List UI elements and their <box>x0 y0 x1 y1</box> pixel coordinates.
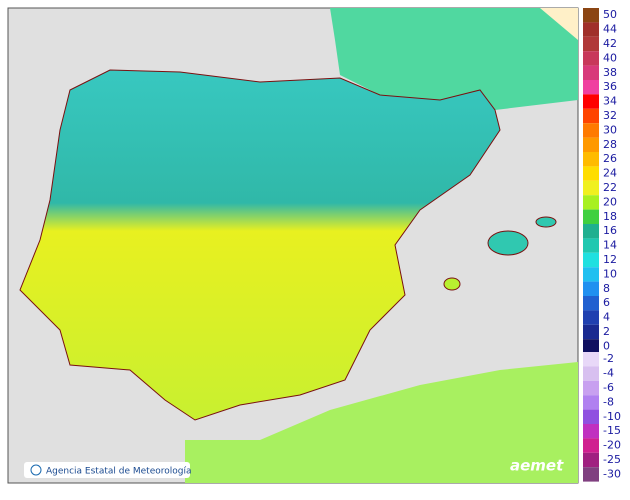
legend-label: 30 <box>603 123 617 136</box>
legend-label: 36 <box>603 80 617 93</box>
legend-swatch <box>583 94 599 109</box>
legend-label: 22 <box>603 181 617 194</box>
legend-swatch <box>583 65 599 80</box>
legend-swatch <box>583 324 599 340</box>
legend-label: 12 <box>603 253 617 266</box>
legend-swatch <box>583 36 599 52</box>
legend-label: 20 <box>603 195 617 208</box>
legend-label: -4 <box>603 367 614 380</box>
legend-swatch <box>583 123 599 138</box>
legend-swatch <box>583 224 599 239</box>
legend-label: -30 <box>603 467 621 480</box>
legend-label: 16 <box>603 224 617 237</box>
legend-label: 34 <box>603 95 617 108</box>
legend-swatch <box>583 452 599 468</box>
legend-swatch <box>583 267 599 282</box>
legend-swatch <box>583 252 599 268</box>
legend-label: 50 <box>603 8 617 21</box>
legend-label: 8 <box>603 282 610 295</box>
legend-label: 6 <box>603 296 610 309</box>
legend-label: 24 <box>603 167 617 180</box>
credit: Agencia Estatal de Meteorología <box>46 467 192 477</box>
legend-label: 32 <box>603 109 617 122</box>
france-corner <box>540 8 578 40</box>
balearics <box>443 216 557 291</box>
legend-swatch <box>583 166 599 181</box>
legend-label: 40 <box>603 51 617 64</box>
legend-label: 10 <box>603 267 617 280</box>
legend-swatch <box>583 137 599 152</box>
legend-swatch <box>583 467 599 482</box>
legend-swatch <box>583 352 599 367</box>
legend-label: 38 <box>603 66 617 79</box>
france <box>330 8 578 110</box>
legend-label: -20 <box>603 439 621 452</box>
legend-swatch <box>583 209 599 224</box>
legend-swatch <box>583 152 599 167</box>
legend-swatch <box>583 296 599 311</box>
legend-swatch <box>583 380 599 396</box>
legend-swatch <box>583 80 599 95</box>
legend-swatch <box>583 195 599 210</box>
legend-label: 0 <box>603 339 610 352</box>
iberia <box>19 69 501 421</box>
legend-swatch <box>583 238 599 253</box>
africa <box>185 362 578 483</box>
credit-box <box>24 462 190 478</box>
legend-swatch <box>583 395 599 410</box>
legend-label: -25 <box>603 453 621 466</box>
legend-label: 18 <box>603 210 617 223</box>
legend-swatch <box>583 281 599 296</box>
legend-label: -8 <box>603 395 614 408</box>
legend-swatch <box>583 409 599 424</box>
legend-swatch <box>583 51 599 66</box>
legend-swatch <box>583 8 599 23</box>
legend-swatch <box>583 180 599 196</box>
legend-swatch <box>583 366 599 381</box>
legend-label: -10 <box>603 410 621 423</box>
legend-label: 14 <box>603 239 617 252</box>
copyright-icon <box>30 464 42 476</box>
legend-swatch <box>583 339 599 354</box>
legend-label: 42 <box>603 37 617 50</box>
legend-label: 28 <box>603 138 617 151</box>
logo: aemet <box>510 457 564 475</box>
legend-label: 4 <box>603 311 610 324</box>
legend: 5044424038363432302826242220181614121086… <box>583 8 621 482</box>
legend-swatch <box>583 108 599 124</box>
legend-swatch <box>583 424 599 439</box>
legend-swatch <box>583 22 599 37</box>
legend-label: 2 <box>603 325 610 338</box>
legend-label: -15 <box>603 424 621 437</box>
legend-label: -2 <box>603 352 614 365</box>
legend-label: 26 <box>603 152 617 165</box>
legend-swatch <box>583 438 599 453</box>
legend-label: 44 <box>603 23 617 36</box>
legend-swatch <box>583 310 599 325</box>
legend-label: -6 <box>603 381 614 394</box>
